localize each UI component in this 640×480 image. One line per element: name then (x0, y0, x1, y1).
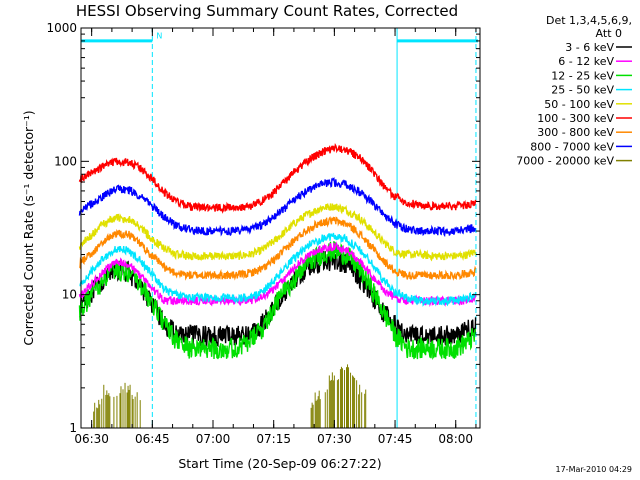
legend-label-5: 100 - 300 keV (537, 112, 614, 125)
y-axis: 1 10 100 1000 (46, 21, 480, 435)
series-4 (78, 203, 477, 262)
legend-header-line-1: Det 1,3,4,5,6,9, (546, 14, 632, 27)
chart-title: HESSI Observing Summary Count Rates, Cor… (76, 2, 458, 20)
series-line-7 (78, 176, 476, 238)
y-tick-label-1: 10 (62, 288, 77, 302)
x-tick-label-0: 06:30 (74, 432, 109, 446)
annotation-n: N (156, 31, 162, 40)
x-tick-label-2: 07:00 (196, 432, 231, 446)
series-line-6 (78, 216, 477, 281)
series-line-4 (78, 203, 477, 262)
legend-label-7: 800 - 7000 keV (530, 140, 614, 153)
series-7 (78, 176, 476, 238)
series-layer (78, 143, 477, 428)
y-tick-label-0: 1 (69, 421, 77, 435)
series-5 (78, 143, 477, 214)
series-line-5 (78, 143, 477, 214)
plot-frame (80, 27, 481, 429)
x-axis-label: Start Time (20-Sep-09 06:27:22) (178, 456, 381, 471)
timestamp: 17-Mar-2010 04:29 (556, 465, 633, 474)
x-tick-label-1: 06:45 (135, 432, 170, 446)
series-line-3 (79, 232, 477, 307)
series-8 (93, 364, 367, 428)
series-3 (79, 232, 477, 307)
legend-label-0: 3 - 6 keV (565, 41, 614, 54)
x-tick-label-4: 07:30 (317, 432, 352, 446)
legend-label-2: 12 - 25 keV (551, 69, 614, 82)
y-tick-label-3: 1000 (46, 21, 77, 35)
x-axis: 06:30 06:45 07:00 07:15 07:30 07:45 08:00 (74, 28, 477, 446)
y-axis-label: Corrected Count Rate (s⁻¹ detector⁻¹) (21, 110, 36, 345)
x-tick-label-3: 07:15 (256, 432, 291, 446)
legend-label-4: 50 - 100 keV (544, 98, 614, 111)
y-tick-label-2: 100 (54, 154, 77, 168)
legend-header-line-2: Att 0 (596, 27, 622, 40)
x-tick-label-5: 07:45 (378, 432, 413, 446)
x-tick-label-6: 08:00 (438, 432, 473, 446)
legend-label-3: 25 - 50 keV (551, 84, 614, 97)
legend-label-6: 300 - 800 keV (537, 126, 614, 139)
series-6 (78, 216, 477, 281)
legend-label-8: 7000 - 20000 keV (516, 155, 614, 168)
legend-label-1: 6 - 12 keV (558, 55, 614, 68)
